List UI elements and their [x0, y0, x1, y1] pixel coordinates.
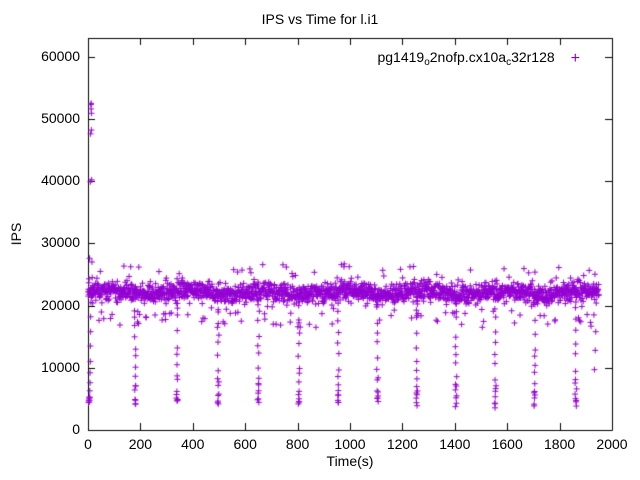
x-tick-label: 200 — [128, 436, 153, 452]
y-tick-label: 50000 — [41, 109, 80, 126]
legend: pg1419o2nofp.cx10ac32r128 + — [377, 49, 580, 68]
x-axis-label: Time(s) — [326, 453, 374, 469]
x-tick-label: 1000 — [334, 436, 366, 452]
x-tick-label: 1400 — [439, 436, 471, 452]
x-tick-label: 2000 — [596, 436, 628, 452]
y-tick-label: 60000 — [41, 47, 80, 64]
y-tick-label: 40000 — [41, 172, 80, 189]
legend-plus-marker-icon: + — [570, 49, 580, 67]
y-tick-label: 0 — [72, 421, 80, 437]
x-tick-label: 600 — [233, 436, 257, 452]
x-tick-label: 0 — [84, 436, 92, 452]
x-tick-label: 1600 — [491, 436, 523, 452]
legend-series-label: pg1419o2nofp.cx10ac32r128 — [377, 49, 555, 68]
chart-title: IPS vs Time for l.i1 — [261, 11, 379, 27]
x-tick-label: 400 — [181, 436, 205, 452]
y-tick-label: 20000 — [41, 296, 80, 313]
y-tick-label: 10000 — [41, 358, 80, 375]
x-tick-label: 1200 — [386, 436, 418, 452]
y-tick-label: 30000 — [41, 234, 80, 251]
x-tick-label: 800 — [285, 436, 310, 452]
x-tick-label: 1800 — [544, 436, 576, 452]
